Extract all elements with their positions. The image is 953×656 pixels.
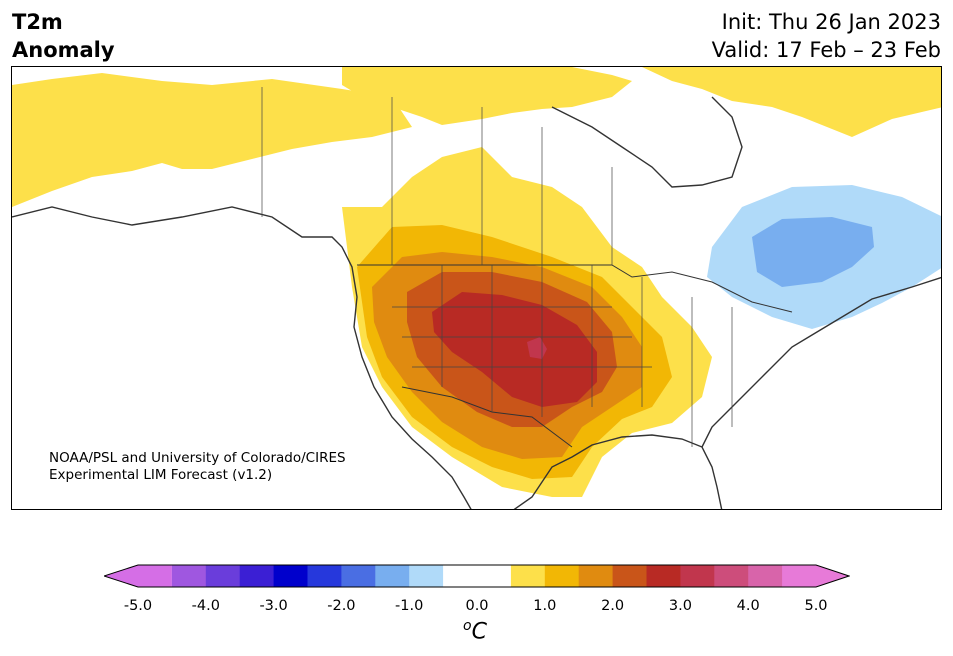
unit-label: C <box>471 619 487 645</box>
colorbar-cell <box>443 565 478 587</box>
anomaly-map <box>11 66 942 510</box>
credit-text: NOAA/PSL and University of Colorado/CIRE… <box>49 450 346 484</box>
valid-date: Valid: 17 Feb – 23 Feb <box>711 38 941 62</box>
anomaly-fill-north-yellow <box>342 67 632 125</box>
map-canvas <box>12 67 941 509</box>
colorbar-cell <box>104 565 172 587</box>
colorbar-unit: oC <box>463 618 487 644</box>
anomaly-fill-arctic-yellow <box>12 73 412 207</box>
coastline-hudson-bay <box>551 96 743 188</box>
colorbar-cell <box>578 565 614 587</box>
colorbar-cell <box>714 565 749 587</box>
colorbar-cell <box>612 565 647 587</box>
colorbar-tick-label: -2.0 <box>327 598 356 614</box>
colorbar-cell <box>477 565 512 587</box>
map-title: T2m Anomaly <box>12 8 115 64</box>
credit-line-1: NOAA/PSL and University of Colorado/CIRE… <box>49 450 346 466</box>
title-line-1: T2m <box>12 10 63 34</box>
colorbar-cell <box>646 565 681 587</box>
colorbar-cell <box>680 565 715 587</box>
colorbar-tick-label: -4.0 <box>191 598 220 614</box>
title-line-2: Anomaly <box>12 38 115 62</box>
colorbar-cell <box>307 565 342 587</box>
unit-superscript: o <box>463 618 472 634</box>
anomaly-fill-blue <box>752 217 874 287</box>
coastline-gulf <box>513 434 723 509</box>
colorbar-tick-label: 2.0 <box>601 598 625 614</box>
colorbar-cell <box>273 565 308 587</box>
colorbar-cell <box>510 565 546 587</box>
colorbar-tick-label: -1.0 <box>395 598 424 614</box>
coastline-west <box>12 206 472 509</box>
coastline-east <box>701 276 941 448</box>
colorbar-outline <box>104 564 850 588</box>
colorbar-tick-label: 0.0 <box>465 598 489 614</box>
colorbar-cell <box>748 565 783 587</box>
colorbar-cell <box>409 565 444 587</box>
credit-line-2: Experimental LIM Forecast (v1.2) <box>49 467 273 483</box>
colorbar-cell <box>782 565 849 587</box>
colorbar-tick-label: -3.0 <box>259 598 288 614</box>
state-borders <box>392 265 733 447</box>
init-date: Init: Thu 26 Jan 2023 <box>721 10 941 34</box>
colorbar-cell <box>205 565 241 587</box>
colorbar-cell <box>171 565 207 587</box>
colorbar-tick-label: 1.0 <box>533 598 557 614</box>
forecast-dates: Init: Thu 26 Jan 2023 Valid: 17 Feb – 23… <box>712 8 941 64</box>
colorbar-cell <box>544 565 580 587</box>
colorbar-cell <box>239 565 275 587</box>
colorbar-cells <box>104 565 849 587</box>
province-borders <box>261 87 613 265</box>
colorbar-tick-label: -5.0 <box>123 598 153 614</box>
colorbar-cell <box>341 565 376 587</box>
anomaly-fill-greenland-yellow <box>642 67 941 137</box>
colorbar-cell <box>375 565 410 587</box>
colorbar-tick-label: 5.0 <box>804 598 828 614</box>
colorbar <box>104 564 850 588</box>
colorbar-tick-label: 4.0 <box>736 598 760 614</box>
anomaly-fill-red <box>432 292 597 407</box>
colorbar-tick-label: 3.0 <box>668 598 692 614</box>
